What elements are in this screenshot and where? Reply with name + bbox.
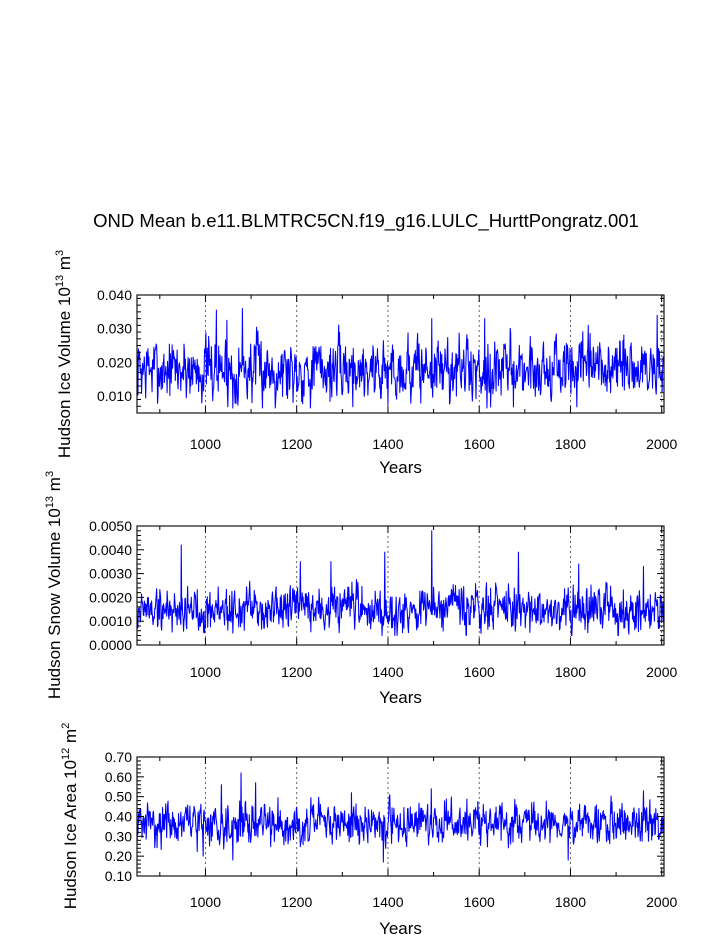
y-tick-label: 0.040 [97, 287, 132, 303]
y-axis-label: Hudson Ice Area 1012 m2 [60, 723, 80, 910]
y-tick-label: 0.60 [105, 769, 132, 785]
y-tick-label: 0.70 [105, 749, 132, 765]
x-tick-label: 1200 [281, 436, 312, 452]
y-axis-label-part: 3 [44, 471, 56, 477]
y-tick-label: 0.10 [105, 868, 132, 884]
series-line [136, 307, 665, 409]
y-axis-label-part: 13 [44, 496, 56, 508]
y-tick-label: 0.0040 [89, 542, 132, 558]
panel-ice-area: 1000 1200 1400 1600 1800 2000 0.10 0.20 0.30 0.40… [60, 723, 677, 935]
x-tick-label: 1400 [372, 894, 403, 910]
y-tick-label: 0.0020 [89, 589, 132, 605]
y-tick-label: 0.030 [97, 321, 132, 337]
x-tick-label: 1400 [372, 664, 403, 680]
y-tick-label: 0.40 [105, 809, 132, 825]
y-axis-label-part: m [61, 729, 80, 748]
y-axis-label-part: m [55, 256, 74, 275]
series-line [136, 530, 665, 637]
series-line [136, 772, 665, 863]
x-tick-label: 1200 [281, 894, 312, 910]
x-axis-label: Years [379, 688, 422, 707]
y-tick-label: 0.50 [105, 789, 132, 805]
x-axis-label: Years [379, 919, 422, 935]
y-tick-label: 0.30 [105, 828, 132, 844]
y-tick-label: 0.0010 [89, 613, 132, 629]
x-tick-label: 2000 [646, 664, 677, 680]
y-axis-label-part: Hudson Ice Volume 10 [55, 287, 74, 458]
x-tick-label: 1000 [190, 894, 221, 910]
y-tick-label: 0.0000 [89, 637, 132, 653]
y-axis-label-part: Hudson Ice Area 10 [61, 760, 80, 909]
x-axis-label: Years [379, 458, 422, 477]
x-tick-label: 1800 [555, 436, 586, 452]
x-tick-label: 1800 [555, 664, 586, 680]
x-tick-label: 1600 [464, 436, 495, 452]
x-tick-label: 1000 [190, 664, 221, 680]
y-tick-label: 0.020 [97, 354, 132, 370]
x-tick-label: 2000 [646, 436, 677, 452]
x-tick-label: 2000 [646, 894, 677, 910]
plot-frame [136, 525, 665, 646]
x-tick-label: 1000 [190, 436, 221, 452]
x-tick-label: 1800 [555, 894, 586, 910]
y-axis-label-part: 12 [60, 748, 72, 760]
y-axis-label: Hudson Snow Volume 1013 m3 [44, 471, 64, 699]
figure-title: OND Mean b.e11.BLMTRC5CN.f19_g16.LULC_Hu… [93, 210, 639, 232]
y-tick-label: 0.0030 [89, 566, 132, 582]
y-tick-label: 0.010 [97, 388, 132, 404]
x-tick-label: 1400 [372, 436, 403, 452]
plot-frame [136, 294, 665, 414]
y-axis-label-part: 2 [60, 723, 72, 729]
x-tick-label: 1600 [464, 664, 495, 680]
y-axis-label-part: 3 [54, 250, 66, 256]
y-axis-label-part: 13 [54, 275, 66, 287]
y-tick-label: 0.20 [105, 848, 132, 864]
y-axis-label-part: m [45, 477, 64, 496]
y-axis-label: Hudson Ice Volume 1013 m3 [54, 250, 74, 458]
y-tick-label: 0.0050 [89, 518, 132, 534]
x-tick-label: 1200 [281, 664, 312, 680]
panel-snow-volume: 1000 1200 1400 1600 1800 2000 0.0000 0.0010 0.00… [44, 471, 677, 707]
y-axis-label-part: Hudson Snow Volume 10 [45, 508, 64, 699]
x-tick-label: 1600 [464, 894, 495, 910]
panel-ice-volume: 1000 1200 1400 1600 1800 2000 0.010 0.020 0.030 0… [54, 250, 677, 477]
